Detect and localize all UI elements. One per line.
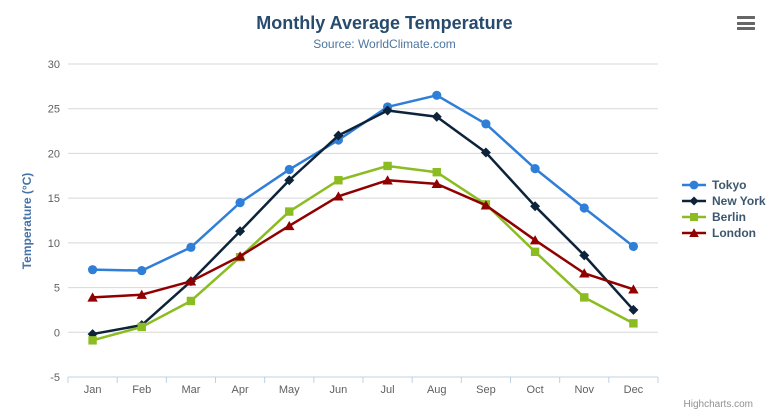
series-line[interactable] [91,179,635,299]
data-point-marker[interactable] [579,203,589,213]
data-point-marker[interactable] [628,241,639,252]
data-point-marker[interactable] [530,247,540,256]
data-point-marker[interactable] [87,292,98,302]
data-point-marker[interactable] [284,175,295,186]
series-line[interactable] [91,109,635,336]
data-point-marker[interactable] [333,191,344,201]
x-tick-label: Aug [427,384,447,396]
data-point-marker[interactable] [284,164,294,175]
data-point-marker[interactable] [480,200,492,210]
data-point-marker[interactable] [137,265,147,276]
data-point-marker[interactable] [432,168,441,177]
data-point-marker[interactable] [235,226,246,237]
y-tick-label: 30 [48,59,60,71]
y-tick-label: 25 [48,104,60,116]
legend-item-london[interactable]: London [681,225,766,241]
y-tick-label: -5 [50,372,60,384]
data-point-marker[interactable] [628,304,639,315]
data-point-marker[interactable] [383,161,392,171]
diamond-legend-marker-icon [682,196,706,206]
legend-label: New York [712,194,766,208]
data-point-marker[interactable] [186,242,196,252]
x-tick-label: Feb [132,384,151,396]
x-tick-label: Dec [624,384,644,396]
data-point-marker[interactable] [629,319,638,328]
legend-item-new-york[interactable]: New York [681,193,766,209]
legend-label: London [712,226,756,240]
legend-label: Tokyo [712,178,747,192]
data-point-marker[interactable] [579,268,590,278]
chart-subtitle: Source: WorldClimate.com [313,37,456,51]
x-tick-label: Sep [476,384,496,396]
x-tick-label: Jan [84,384,102,396]
x-tick-label: Oct [527,384,544,396]
x-tick-label: Mar [181,384,200,396]
series-berlin [91,164,635,342]
x-tick-label: May [279,384,300,396]
data-point-marker[interactable] [530,201,541,212]
data-point-marker[interactable] [579,250,590,261]
data-point-marker[interactable] [431,178,442,189]
data-point-marker[interactable] [88,336,97,345]
x-tick-label: Apr [232,384,249,396]
data-point-marker[interactable] [87,265,98,275]
data-point-marker[interactable] [235,198,245,208]
hamburger-icon[interactable] [736,15,756,31]
data-point-marker[interactable] [186,296,196,306]
data-point-marker[interactable] [530,164,540,174]
data-point-marker[interactable] [628,284,639,294]
circle-legend-marker-icon [682,180,706,190]
chart-title: Monthly Average Temperature [256,13,513,33]
y-tick-label: 10 [48,238,60,250]
data-point-marker[interactable] [480,147,491,158]
y-tick-label: 20 [48,148,60,160]
series-new-york [91,109,635,336]
y-tick-label: 0 [54,327,60,339]
data-point-marker[interactable] [529,235,541,245]
data-point-marker[interactable] [137,322,146,332]
x-tick-label: Jul [381,384,395,396]
series-line[interactable] [91,164,635,342]
legend-item-tokyo[interactable]: Tokyo [681,177,766,193]
series-tokyo [91,94,635,272]
legend-item-berlin[interactable]: Berlin [681,209,766,225]
series-london [91,179,635,299]
y-tick-label: 15 [48,193,60,205]
data-point-marker[interactable] [382,175,393,185]
data-point-marker[interactable] [481,119,491,129]
x-tick-label: Jun [330,384,348,396]
data-point-marker[interactable] [580,293,589,302]
data-point-marker[interactable] [284,220,295,231]
data-point-marker[interactable] [185,276,197,286]
triangle-legend-marker-icon [682,228,706,237]
y-tick-label: 5 [54,283,60,295]
data-point-marker[interactable] [234,251,246,261]
legend: Tokyo New York Berlin London [681,177,766,241]
square-legend-marker-icon [682,213,706,221]
legend-label: Berlin [712,210,747,224]
credits-link[interactable]: Highcharts.com [683,399,753,410]
data-point-marker[interactable] [136,289,147,299]
series-line[interactable] [91,94,635,272]
data-point-marker[interactable] [382,105,393,116]
data-point-marker[interactable] [334,176,343,185]
data-point-marker[interactable] [285,207,294,216]
x-tick-label: Nov [574,384,594,396]
data-point-marker[interactable] [431,111,442,122]
data-point-marker[interactable] [333,130,344,141]
data-point-marker[interactable] [432,90,442,100]
